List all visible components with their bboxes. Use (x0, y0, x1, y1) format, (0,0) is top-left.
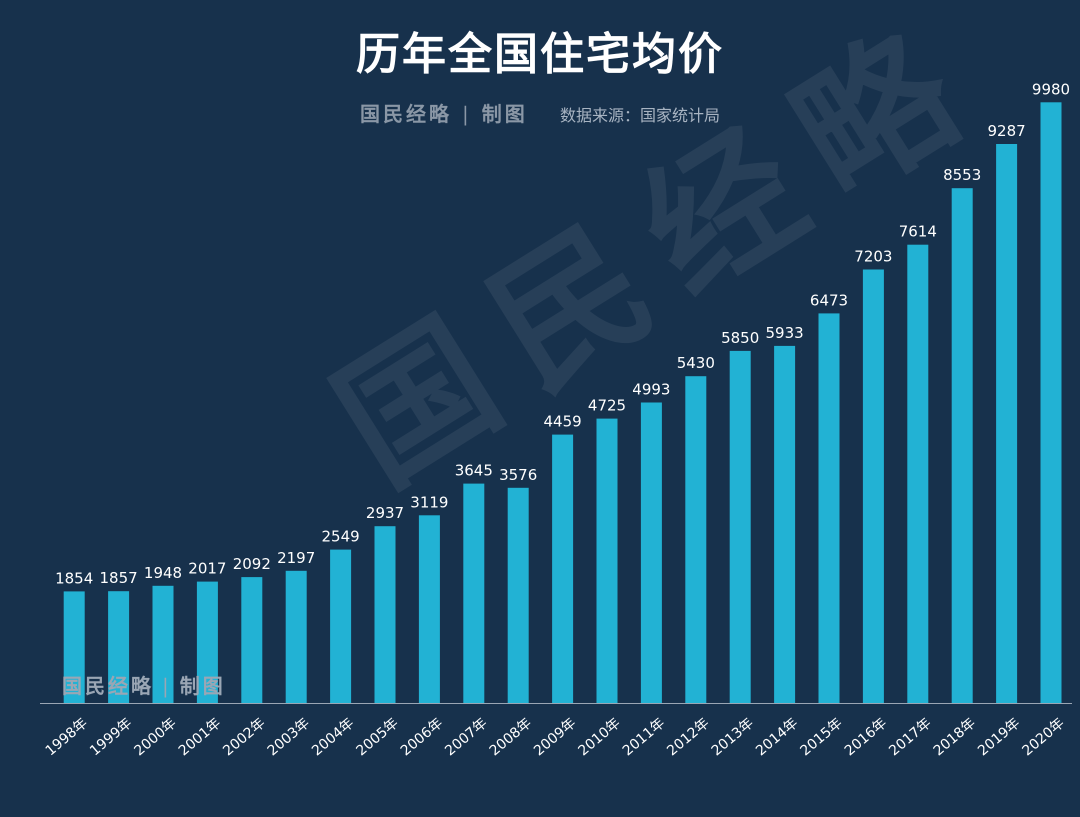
bar-2012年 (685, 376, 707, 703)
bar-2016年 (862, 269, 884, 703)
x-tick-label: 2013年 (709, 715, 757, 759)
brand-separator: | (462, 102, 472, 126)
x-tick-label: 2009年 (531, 715, 579, 759)
bar-2010年 (596, 418, 618, 703)
stamp-separator: | (162, 674, 172, 698)
x-tick-label: 2015年 (797, 715, 845, 759)
bar-2002年 (241, 577, 263, 703)
data-label: 9287 (988, 122, 1026, 140)
data-label: 3576 (499, 466, 537, 484)
brand-name: 国民经略 (360, 102, 452, 126)
data-label: 7614 (899, 223, 937, 241)
x-tick-label: 2012年 (664, 715, 712, 759)
x-tick-label: 2019年 (975, 715, 1023, 759)
data-label: 1948 (144, 564, 182, 582)
data-label: 4459 (544, 413, 582, 431)
x-tick-label: 2018年 (931, 715, 979, 759)
brand-credit: 国民经略 | 制图 (360, 98, 528, 127)
data-label: 8553 (943, 166, 981, 184)
x-tick-label: 2006年 (398, 715, 446, 759)
data-source: 数据来源：国家统计局 (560, 106, 721, 125)
data-label: 5430 (677, 354, 715, 372)
bar-2020年 (1040, 102, 1062, 704)
x-tick-label: 1999年 (87, 715, 135, 759)
bar-2013年 (729, 350, 751, 703)
x-tick-label: 2007年 (442, 715, 490, 759)
data-label: 2092 (233, 555, 271, 573)
bar-1999年 (108, 591, 130, 703)
data-label: 2017 (188, 560, 226, 578)
x-tick-label: 2004年 (309, 715, 357, 759)
data-label: 3119 (410, 493, 448, 511)
data-label: 4993 (632, 381, 670, 399)
x-tick-label: 2003年 (265, 715, 313, 759)
x-tick-label: 2014年 (753, 715, 801, 759)
x-tick-label: 2005年 (353, 715, 401, 759)
data-label: 1857 (100, 569, 138, 587)
bar-2003年 (285, 570, 307, 703)
data-label: 3645 (455, 462, 493, 480)
data-label: 6473 (810, 291, 848, 309)
x-tick-label: 2008年 (487, 715, 535, 759)
x-tick-label: 2011年 (620, 715, 668, 759)
x-tick-label: 2001年 (176, 715, 224, 759)
bar-2005年 (374, 526, 396, 703)
x-tick-label: 2016年 (842, 715, 890, 759)
x-tick-label: 1998年 (43, 715, 91, 759)
bar-2014年 (774, 345, 796, 703)
chart-title: 历年全国住宅均价 (356, 29, 724, 80)
x-tick-label: 2017年 (886, 715, 934, 759)
bar-2000年 (152, 585, 174, 703)
data-label: 5933 (766, 324, 804, 342)
x-tick-label: 2000年 (131, 715, 179, 759)
brand-action: 制图 (481, 102, 528, 126)
data-label: 7203 (854, 248, 892, 266)
bar-2015年 (818, 313, 840, 703)
bar-2004年 (330, 549, 352, 703)
bar-1998年 (63, 591, 85, 703)
data-label: 2549 (322, 528, 360, 546)
stamp-brand-action: 制图 (179, 674, 226, 698)
x-tick-label: 2002年 (220, 715, 268, 759)
data-label: 2197 (277, 549, 315, 567)
data-label: 1854 (55, 569, 93, 587)
bar-2001年 (196, 581, 218, 703)
bar-2011年 (640, 402, 662, 703)
bar-2019年 (996, 144, 1018, 703)
bar-2017年 (907, 244, 929, 703)
data-label: 4725 (588, 397, 626, 415)
data-label: 5850 (721, 329, 759, 347)
bar-2018年 (951, 188, 973, 703)
data-label: 2937 (366, 504, 404, 522)
bar-2009年 (552, 434, 574, 703)
x-tick-label: 2010年 (575, 715, 623, 759)
stamp-brand-name: 国民经略 (62, 674, 154, 698)
data-label: 9980 (1032, 80, 1070, 98)
x-tick-label: 2020年 (1019, 715, 1067, 759)
bar-2007年 (463, 483, 485, 703)
brand-stamp-bottom: 国民经略 | 制图 (62, 670, 226, 699)
bar-2006年 (418, 515, 440, 703)
bar-2008年 (507, 487, 529, 703)
